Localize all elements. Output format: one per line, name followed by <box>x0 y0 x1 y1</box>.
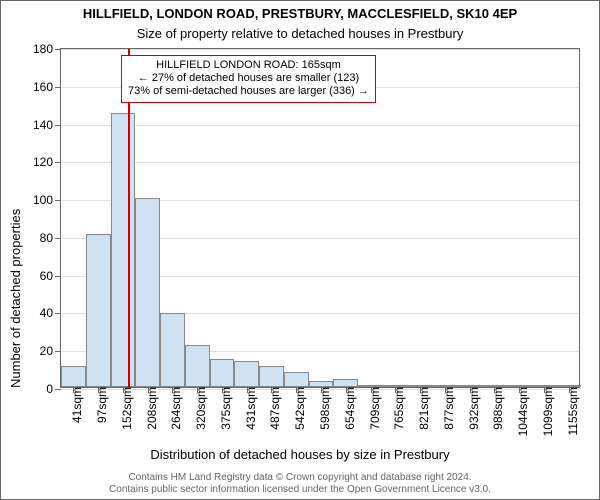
footer-attribution: Contains HM Land Registry data © Crown c… <box>0 472 600 496</box>
bar <box>234 361 259 387</box>
gridline <box>61 162 579 163</box>
bar <box>135 198 160 387</box>
y-tick-label: 160 <box>33 80 61 94</box>
gridline <box>61 125 579 126</box>
x-tick-label: 208sqm <box>137 387 159 430</box>
x-tick-label: 41sqm <box>62 387 84 423</box>
bar <box>160 313 185 387</box>
legend-line-2: ← 27% of detached houses are smaller (12… <box>128 72 369 85</box>
chart-subtitle: Size of property relative to detached ho… <box>0 26 600 41</box>
bar <box>210 359 235 387</box>
x-tick-label: 542sqm <box>285 387 307 430</box>
footer-line-2: Contains public sector information licen… <box>0 484 600 496</box>
legend-line-3: 73% of semi-detached houses are larger (… <box>128 85 369 98</box>
bar <box>284 372 309 387</box>
x-tick-label: 1099sqm <box>533 387 555 436</box>
x-tick-label: 598sqm <box>310 387 332 430</box>
bar <box>185 345 210 387</box>
gridline <box>61 49 579 50</box>
x-tick-label: 765sqm <box>384 387 406 430</box>
x-tick-label: 821sqm <box>409 387 431 430</box>
legend-box: HILLFIELD LONDON ROAD: 165sqm← 27% of de… <box>121 55 376 103</box>
x-tick-label: 264sqm <box>161 387 183 430</box>
plot-area: 02040608010012014016018041sqm97sqm152sqm… <box>60 48 580 388</box>
x-tick-label: 152sqm <box>112 387 134 430</box>
x-tick-label: 487sqm <box>260 387 282 430</box>
y-tick-label: 60 <box>40 269 61 283</box>
y-tick-label: 0 <box>46 382 61 396</box>
footer-line-1: Contains HM Land Registry data © Crown c… <box>0 472 600 484</box>
y-axis-label: Number of detached properties <box>8 209 23 388</box>
y-tick-label: 80 <box>40 231 61 245</box>
y-tick-label: 40 <box>40 306 61 320</box>
y-tick-label: 180 <box>33 42 61 56</box>
y-tick-label: 140 <box>33 118 61 132</box>
x-tick-label: 709sqm <box>360 387 382 430</box>
bar <box>86 234 111 387</box>
y-tick-label: 20 <box>40 344 61 358</box>
y-tick-label: 120 <box>33 155 61 169</box>
x-tick-label: 431sqm <box>236 387 258 430</box>
bar <box>259 366 284 387</box>
x-tick-label: 97sqm <box>87 387 109 423</box>
x-axis-label: Distribution of detached houses by size … <box>0 447 600 462</box>
x-tick-label: 988sqm <box>483 387 505 430</box>
x-tick-label: 877sqm <box>434 387 456 430</box>
legend-line-1: HILLFIELD LONDON ROAD: 165sqm <box>128 59 369 72</box>
x-tick-label: 375sqm <box>211 387 233 430</box>
y-tick-label: 100 <box>33 193 61 207</box>
x-tick-label: 1044sqm <box>508 387 530 436</box>
x-tick-label: 320sqm <box>186 387 208 430</box>
bar <box>61 366 86 387</box>
x-tick-label: 932sqm <box>459 387 481 430</box>
bar <box>111 113 136 387</box>
x-tick-label: 1155sqm <box>558 387 580 435</box>
bar <box>333 379 358 387</box>
chart-title: HILLFIELD, LONDON ROAD, PRESTBURY, MACCL… <box>0 6 600 21</box>
x-tick-label: 654sqm <box>335 387 357 430</box>
